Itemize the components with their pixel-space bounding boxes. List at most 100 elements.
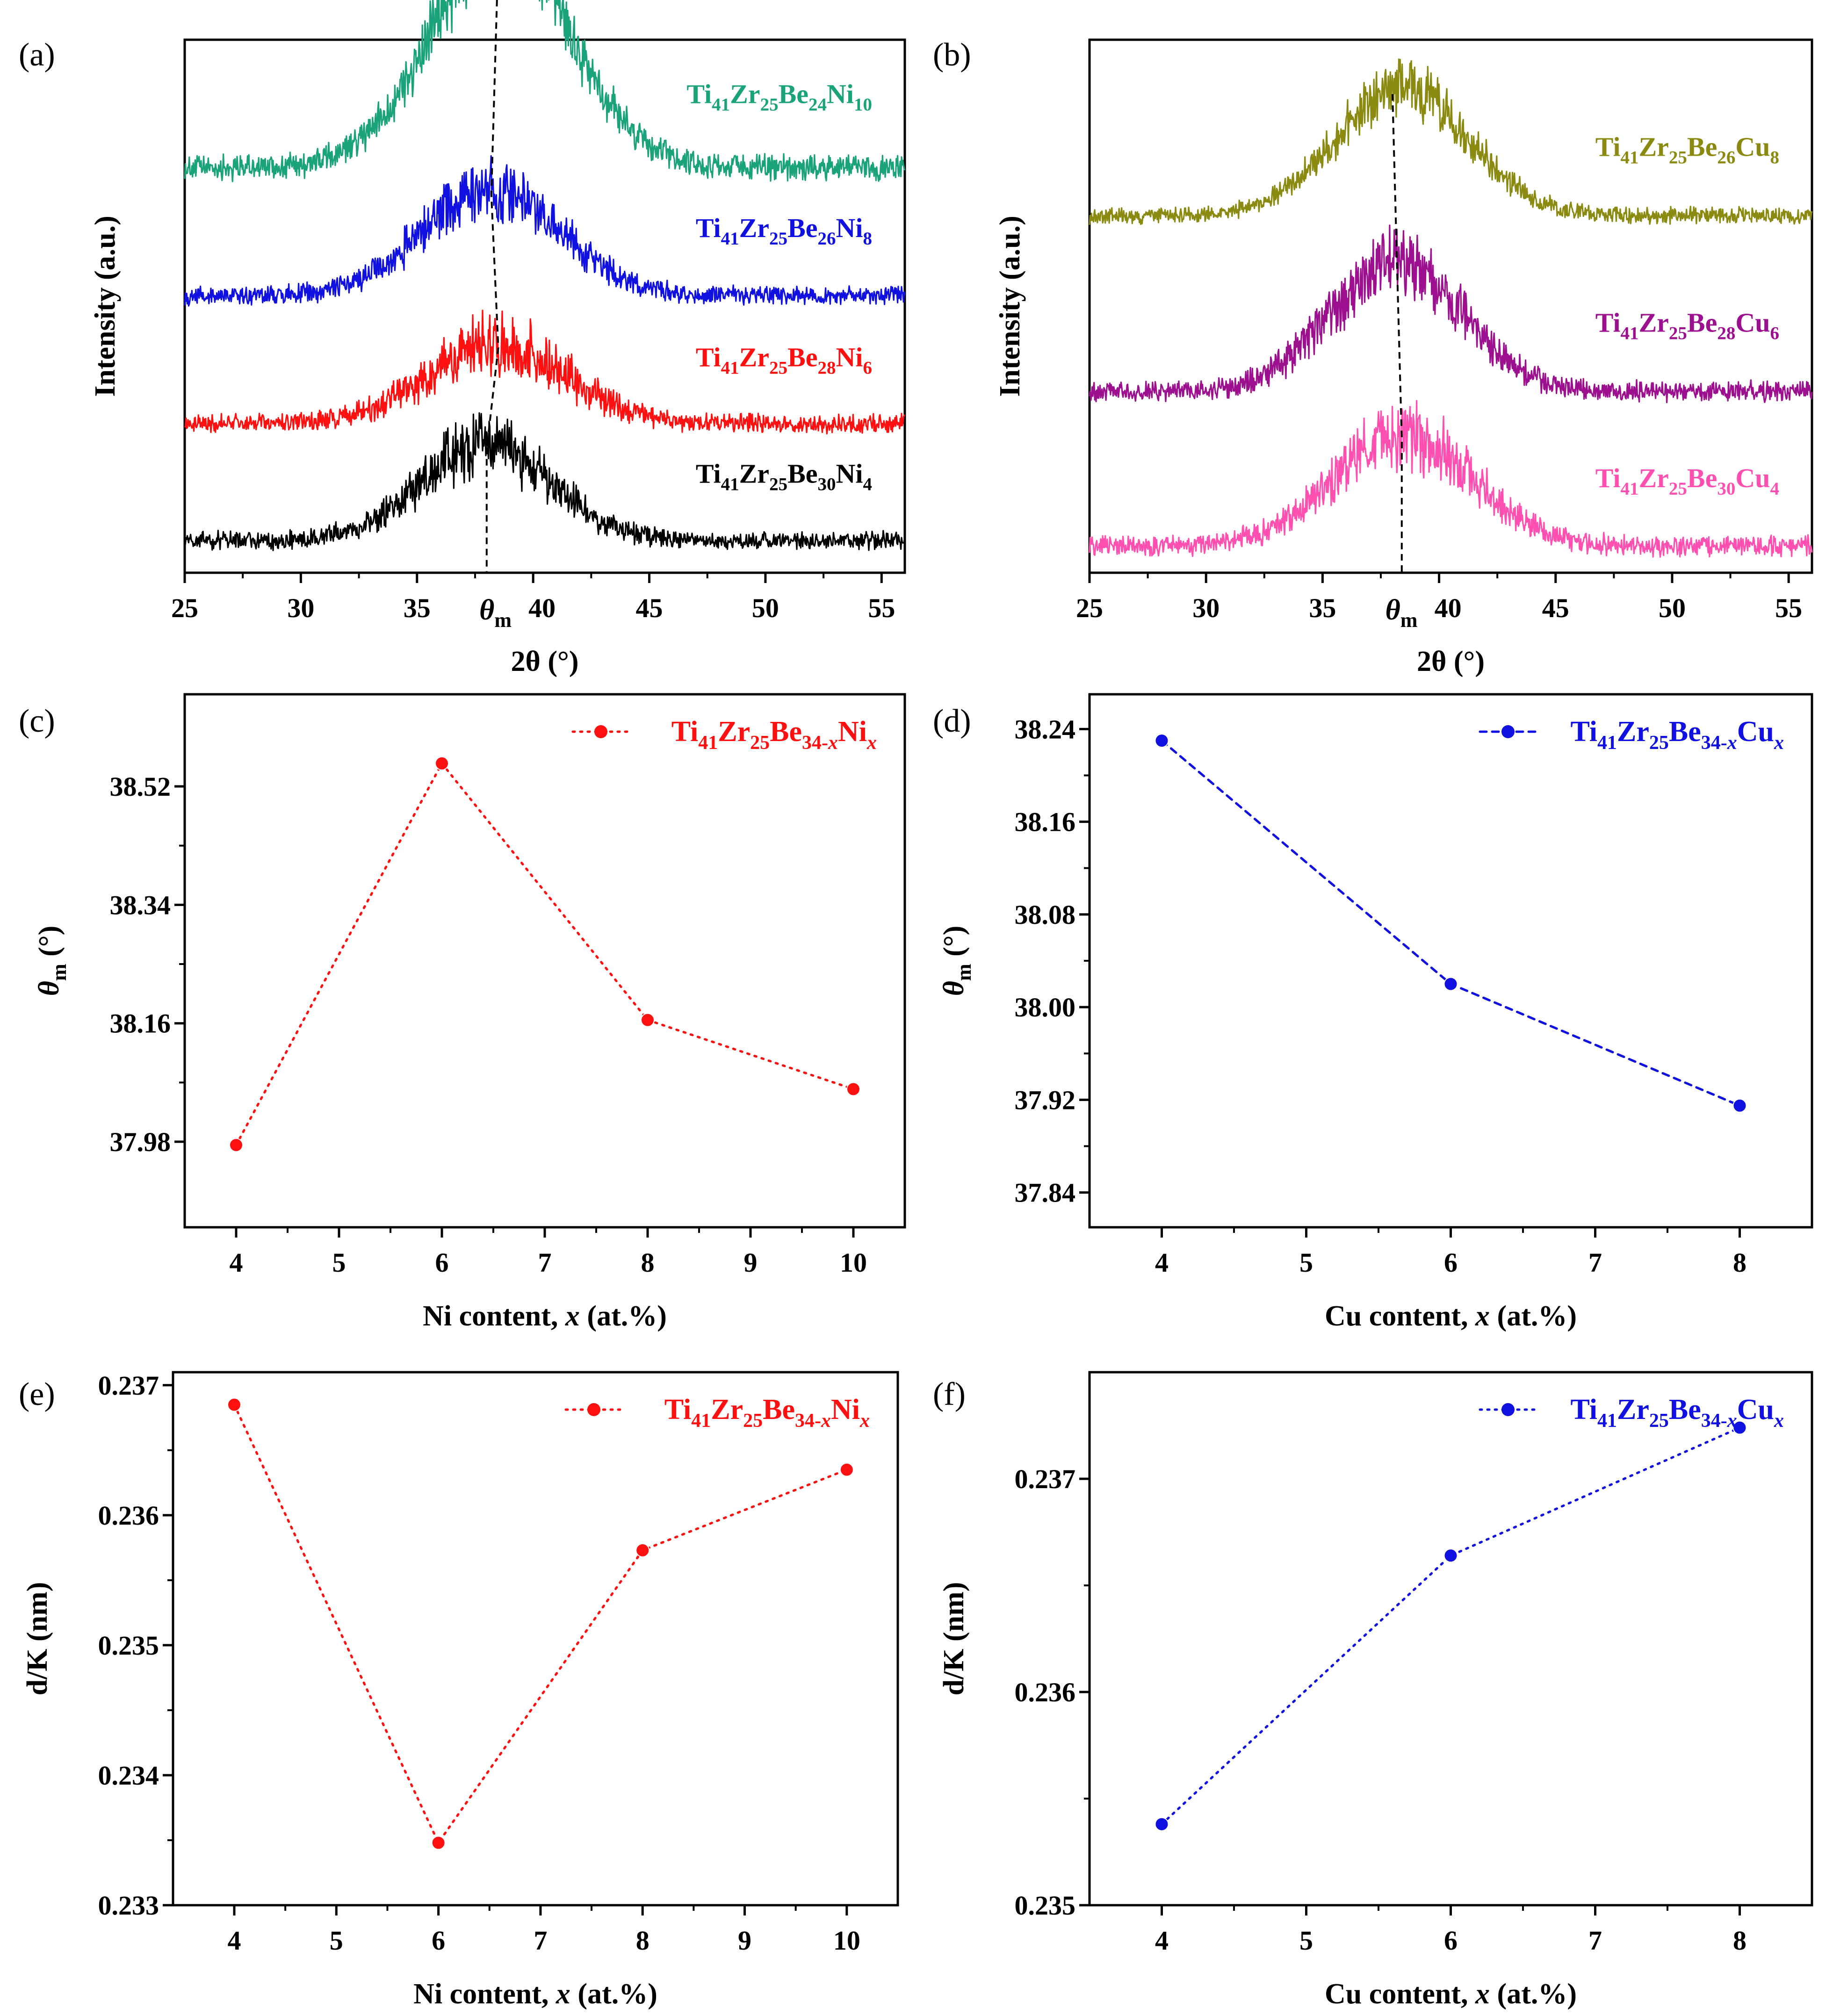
panel-e: (e) 4 5 6 7 8 9 10 0.233 0.234 0.235 0.236 0.237 d/K … <box>19 1370 899 2010</box>
panel-label: (a) <box>19 37 55 73</box>
series-label: Ti41Zr25Be30Cu4 <box>1595 463 1779 499</box>
text-run: Ti <box>686 79 712 109</box>
text-run: Be <box>1687 308 1717 338</box>
x-tick-label: 25 <box>171 593 198 623</box>
text-run: (at.%) <box>1490 1978 1577 2010</box>
panel-f: (f) 4 5 6 7 8 0.235 0.236 0.237 d/K (nm) Cu conten… <box>933 1371 1813 2010</box>
y-tick-label: 38.34 <box>110 890 171 920</box>
xrd-trace-1 <box>1089 224 1813 403</box>
text-run: Be <box>1669 1394 1701 1426</box>
x-tick-label: 7 <box>534 1925 547 1956</box>
y-label-unit: (°) <box>938 926 970 964</box>
text-run: 41 <box>1620 479 1638 499</box>
x-tick-label: 40 <box>1435 593 1462 623</box>
text-run: 41 <box>721 229 739 249</box>
text-run: Zr <box>730 79 760 109</box>
text-run: Cu <box>1735 463 1770 493</box>
text-run: Zr <box>739 213 769 243</box>
text-run: 34- <box>802 732 828 754</box>
y-tick-label: 37.84 <box>1015 1178 1076 1208</box>
y-axis-label: θm (°) <box>938 926 975 996</box>
x-axis-label: 2θ (°) <box>1417 646 1485 677</box>
peak-position-line <box>1391 94 1403 573</box>
x-tick-label: 5 <box>1299 1925 1313 1956</box>
text-run: 28 <box>818 358 836 378</box>
data-point <box>1443 977 1458 991</box>
x-tick-label: 50 <box>752 593 779 623</box>
y-tick-label: 37.92 <box>1015 1085 1076 1115</box>
data-point <box>431 1836 446 1850</box>
data-point <box>846 1082 860 1096</box>
text-run: 41 <box>1597 1410 1617 1432</box>
text-run: 41 <box>721 474 739 494</box>
theta-sub: m <box>1400 609 1418 632</box>
xrd-trace-0 <box>184 0 906 182</box>
x-tick-label: 10 <box>840 1247 867 1278</box>
text-run: Ni <box>838 716 867 748</box>
x-tick-label: 7 <box>538 1247 552 1278</box>
x-tick-label: 7 <box>1588 1247 1602 1278</box>
text-run: Zr <box>739 458 769 489</box>
x-axis-label: Cu content, x (at.%) <box>1325 1978 1577 2010</box>
xrd-trace-2 <box>1089 400 1813 558</box>
data-point <box>1155 1817 1169 1831</box>
y-label-sub: m <box>48 964 71 981</box>
text-run: Ni <box>836 342 863 372</box>
x-tick-label: 10 <box>833 1925 860 1956</box>
text-run: Ni <box>831 1394 860 1426</box>
y-tick-label: 0.234 <box>98 1760 159 1791</box>
x-tick-label: 45 <box>636 593 663 623</box>
legend-marker <box>1501 725 1515 738</box>
text-run: x <box>565 1300 580 1332</box>
x-tick-label: 6 <box>435 1247 449 1278</box>
x-tick-label: 8 <box>636 1925 649 1956</box>
y-label-unit: (°) <box>33 926 65 964</box>
y-axis-label: θm (°) <box>33 926 71 996</box>
x-tick-label: 50 <box>1659 593 1686 623</box>
text-run: 41 <box>721 358 739 378</box>
y-label-symbol: θ <box>33 981 65 996</box>
xrd-trace-0 <box>1089 58 1813 225</box>
plot-frame <box>172 1371 899 1907</box>
text-run: (at.%) <box>1490 1300 1577 1332</box>
text-run: 30 <box>1717 479 1735 499</box>
text-run: Be <box>1669 716 1701 748</box>
text-run: Cu content, <box>1325 1978 1475 2010</box>
text-run: Ti <box>696 342 721 372</box>
xrd-trace-2 <box>184 310 906 435</box>
text-run: x <box>1475 1300 1490 1332</box>
text-run: Zr <box>711 1394 743 1426</box>
x-tick-label: 8 <box>1733 1925 1746 1956</box>
text-run: Ni <box>836 458 863 489</box>
text-run: Zr <box>1617 1394 1649 1426</box>
series-label: Ti41Zr25Be30Ni4 <box>696 458 872 494</box>
data-point <box>1443 1548 1458 1563</box>
text-run: Ti <box>1571 716 1597 748</box>
text-run: 25 <box>1669 479 1687 499</box>
y-tick-label: 38.16 <box>110 1008 171 1039</box>
x-tick-label: 55 <box>868 593 895 623</box>
text-run: Ti <box>1571 1394 1597 1426</box>
x-tick-label: 8 <box>1733 1247 1746 1278</box>
y-tick-label: 38.08 <box>1015 900 1076 930</box>
text-run: 8 <box>1770 148 1780 168</box>
legend-label: Ti41Zr25Be34-xCux <box>1571 1394 1784 1432</box>
text-run: 25 <box>769 229 787 249</box>
data-point <box>229 1138 243 1152</box>
x-tick-label: 4 <box>230 1247 243 1278</box>
y-tick-label: 37.98 <box>110 1127 171 1157</box>
y-tick-label: 0.235 <box>1015 1890 1076 1921</box>
text-run: Zr <box>1617 716 1649 748</box>
text-run: 25 <box>760 95 779 115</box>
text-run: 28 <box>1717 324 1735 344</box>
x-tick-label: 6 <box>1444 1925 1458 1956</box>
text-run: 34- <box>1701 1410 1727 1432</box>
text-run: 24 <box>808 95 827 115</box>
text-run: 25 <box>1649 1410 1669 1432</box>
text-run: 10 <box>854 95 872 115</box>
text-run: 34- <box>1701 732 1727 754</box>
series-label: Ti41Zr25Be28Ni6 <box>696 342 872 378</box>
y-tick-label: 0.235 <box>98 1630 159 1661</box>
text-run: x <box>828 732 838 754</box>
